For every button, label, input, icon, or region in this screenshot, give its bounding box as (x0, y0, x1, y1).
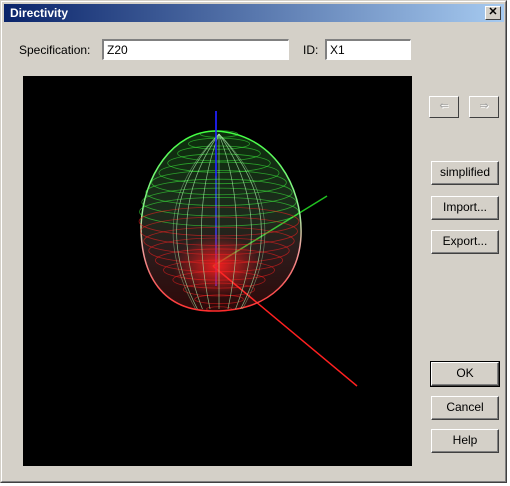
arrow-right-icon: ⇒ (479, 100, 489, 112)
mesh-meridian (218, 133, 237, 310)
id-label: ID: (303, 43, 319, 57)
mesh-ring (182, 282, 256, 297)
export-button[interactable]: Export... (431, 230, 499, 254)
mesh-meridian (176, 133, 220, 310)
close-icon: ✕ (488, 6, 498, 18)
mesh-ring (206, 306, 232, 312)
mesh-meridian (201, 133, 220, 310)
mesh-meridian (218, 133, 262, 310)
mesh-ring (148, 237, 290, 264)
window-title: Directivity (10, 6, 69, 20)
mesh-ring (139, 197, 299, 227)
mesh-ring (199, 130, 239, 138)
mesh-ring (188, 137, 250, 150)
mesh-meridian (218, 133, 252, 310)
mesh-meridian (218, 133, 237, 310)
id-input[interactable]: X1 (325, 39, 411, 60)
mesh-meridian (186, 133, 220, 310)
lobe-core-glow (173, 236, 263, 296)
specification-input[interactable]: Z20 (102, 39, 289, 60)
help-button[interactable]: Help (431, 429, 499, 453)
title-bar[interactable]: Directivity ✕ (4, 4, 504, 22)
mesh-meridian (218, 133, 262, 310)
specification-label: Specification: (19, 43, 91, 57)
mesh-ring (158, 161, 280, 185)
simplified-button[interactable]: simplified (431, 161, 499, 185)
close-button[interactable]: ✕ (485, 6, 501, 20)
ok-button[interactable]: OK (430, 361, 500, 387)
mesh-meridian (218, 133, 252, 310)
mesh-meridian (172, 133, 220, 310)
mesh-ring (194, 294, 244, 305)
directivity-pattern-plot (138, 111, 358, 387)
mesh-meridian (176, 133, 220, 310)
import-button[interactable]: Import... (431, 196, 499, 220)
mesh-ring (177, 145, 261, 162)
mesh-meridian (218, 133, 266, 310)
wireframe-mesh (138, 130, 300, 312)
mesh-meridian (201, 133, 220, 310)
next-button[interactable]: ⇒ (469, 96, 499, 118)
mesh-meridian (186, 133, 220, 310)
mesh-ring (143, 226, 295, 255)
cancel-button[interactable]: Cancel (431, 396, 499, 420)
mesh-ring (167, 153, 271, 173)
mesh-ring (140, 216, 298, 246)
mesh-ring (141, 187, 297, 217)
directivity-3d-view[interactable] (23, 76, 412, 466)
arrow-left-icon: ⇐ (439, 100, 449, 112)
mesh-ring (172, 271, 266, 289)
mesh-ring (163, 259, 275, 281)
mesh-ring (151, 170, 287, 196)
previous-button[interactable]: ⇐ (429, 96, 459, 118)
mesh-ring (138, 206, 300, 237)
mesh-ring (145, 178, 293, 206)
